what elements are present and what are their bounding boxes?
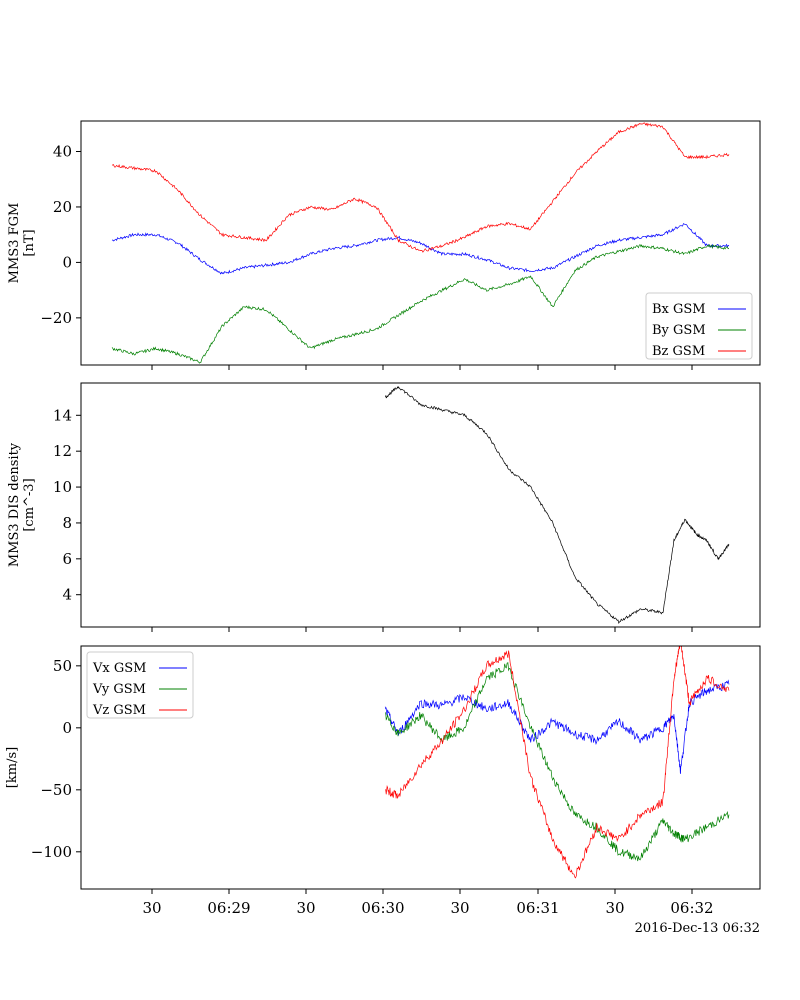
y-tick-label-2-3: −100 [31, 843, 72, 861]
velocity-panel: 50 0 −50 −100 [km/s] Vx GSM Vy GSM Vz GSM [5, 645, 761, 894]
x-tick-label-5: 06:31 [516, 899, 559, 917]
x-tick-label-3: 06:30 [361, 899, 404, 917]
date-label: 2016-Dec-13 06:32 [635, 921, 760, 936]
legend-label-0-2: Bz GSM [652, 344, 705, 359]
legend-label-2-2: Vz GSM [92, 703, 146, 718]
y-tick-label-0-2: 0 [62, 253, 72, 271]
y-tick-label-1-0: 14 [53, 406, 72, 424]
legend-label-0-0: Bx GSM [652, 302, 706, 317]
y-tick-label-2-0: 50 [53, 657, 72, 675]
y-tick-label-1-5: 4 [62, 586, 72, 604]
y-tick-label-2-1: 0 [62, 719, 72, 737]
series-line-2-2 [385, 646, 730, 879]
legend-label-2-0: Vx GSM [92, 661, 146, 676]
y-tick-label-1-4: 6 [62, 550, 72, 568]
legend-label-2-1: Vy GSM [92, 682, 146, 697]
series-line-0-1 [111, 243, 730, 364]
x-tick-label-7: 06:32 [670, 899, 713, 917]
x-tick-label-0: 30 [142, 899, 161, 917]
y-label-1-1: [cm^-3] [22, 478, 37, 531]
y-tick-label-0-1: 20 [53, 198, 72, 216]
density-panel: 14 12 10 8 6 4 MMS3 DIS density [cm^-3] [7, 382, 761, 632]
series-line-2-0 [384, 679, 730, 774]
y-tick-label-0-0: 40 [53, 143, 72, 161]
x-tick-label-4: 30 [450, 899, 469, 917]
y-tick-label-0-3: −20 [40, 309, 72, 327]
axes-frame-2 [80, 645, 761, 890]
series-line-2-1 [384, 662, 730, 862]
x-tick-label-2: 30 [296, 899, 315, 917]
legend-2: Vx GSM Vy GSM Vz GSM [86, 651, 194, 719]
series-line-1-0 [384, 386, 730, 625]
y-tick-label-1-1: 12 [53, 442, 72, 460]
y-label-1-0: MMS3 DIS density [7, 442, 22, 567]
series-line-0-2 [111, 122, 730, 253]
series-line-0-0 [111, 223, 730, 275]
x-tick-label-6: 30 [605, 899, 624, 917]
y-label-0-0: MMS3 FGM [7, 203, 22, 284]
y-label-0-1: [nT] [22, 229, 37, 256]
x-tick-label-1: 06:29 [207, 899, 250, 917]
y-label-2-0: [km/s] [5, 747, 20, 788]
y-tick-label-1-2: 10 [53, 478, 72, 496]
legend-label-0-1: By GSM [652, 323, 706, 338]
y-tick-label-1-3: 8 [62, 514, 72, 532]
legend-0: Bx GSM By GSM Bz GSM [645, 292, 753, 360]
axes-frame-0 [80, 120, 761, 366]
axes-frame-1 [80, 382, 761, 628]
y-tick-label-2-2: −50 [40, 781, 72, 799]
fgm-panel: 40 20 0 −20 MMS3 FGM [nT] Bx GSM By GSM Bz GSM [7, 120, 761, 370]
